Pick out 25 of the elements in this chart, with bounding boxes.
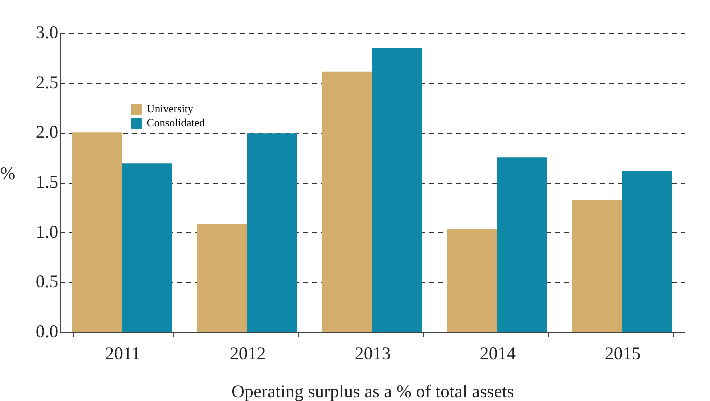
y-tick-label: 2.0 (36, 122, 58, 142)
bar (322, 72, 372, 332)
y-axis-title: % (0, 164, 16, 184)
x-tick-label: 2015 (605, 344, 641, 364)
bar (572, 200, 622, 332)
y-tick-label: 2.5 (36, 72, 58, 92)
legend-label: Consolidated (147, 118, 206, 130)
y-tick-label: 3.0 (36, 22, 58, 42)
bar (448, 229, 498, 332)
y-tick-label: 1.5 (36, 172, 58, 192)
bar (498, 158, 548, 332)
x-tick-label: 2012 (230, 344, 266, 364)
y-tick-label: 1.0 (36, 222, 58, 242)
bar (122, 164, 172, 332)
y-tick-label: 0.0 (36, 322, 58, 342)
bar (72, 132, 122, 332)
legend-label: University (147, 104, 194, 116)
x-tick-label: 2013 (355, 344, 391, 364)
x-tick-label: 2011 (105, 344, 141, 364)
x-tick-label: 2014 (480, 344, 516, 364)
y-tick-label: 0.5 (36, 272, 58, 292)
bar (372, 48, 422, 332)
bar (622, 172, 672, 332)
bar (198, 224, 248, 332)
bar (248, 134, 298, 332)
